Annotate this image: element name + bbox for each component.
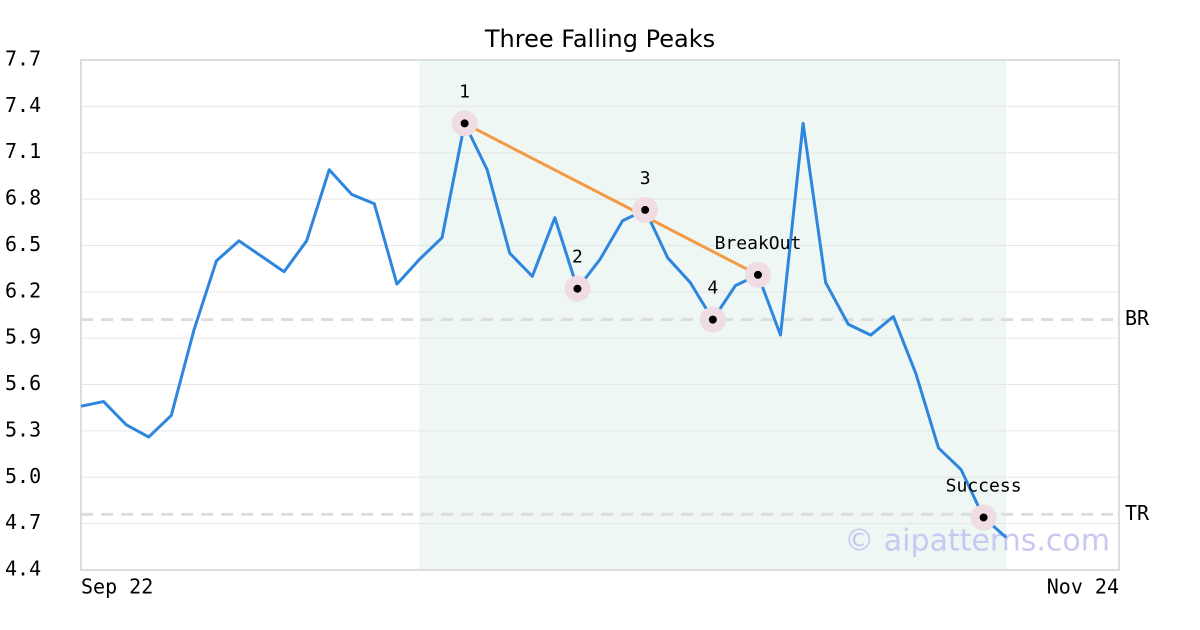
plot-frame — [80, 59, 1120, 571]
annotation-dot — [641, 205, 650, 214]
y-tick-label: 5.9 — [5, 325, 41, 349]
y-tick-label: 6.2 — [5, 278, 41, 302]
annotation-label: 4 — [707, 278, 718, 299]
annotation-dot — [460, 119, 469, 128]
y-tick-label: 7.4 — [5, 93, 41, 117]
y-tick-label: 6.5 — [5, 232, 41, 256]
y-tick-label: 5.6 — [5, 371, 41, 395]
level-label: BR — [1125, 306, 1150, 330]
annotation-dot — [979, 513, 988, 522]
x-tick-label: Sep 22 — [81, 575, 153, 599]
chart-title: Three Falling Peaks — [484, 25, 715, 53]
annotation-label: 3 — [640, 168, 651, 189]
watermark: © aipatterns.com — [844, 524, 1110, 559]
y-tick-label: 6.8 — [5, 186, 41, 210]
annotation-label: 2 — [572, 247, 583, 268]
y-tick-label: 5.3 — [5, 417, 41, 441]
annotation-dot — [753, 270, 762, 279]
annotation-label: BreakOut — [715, 233, 802, 254]
line-series — [80, 121, 1008, 539]
y-tick-label: 7.7 — [5, 47, 41, 71]
y-tick-label: 4.7 — [5, 510, 41, 534]
annotation-label: 1 — [459, 81, 470, 102]
annotation-label: Success — [946, 475, 1022, 496]
y-tick-label: 5.0 — [5, 464, 41, 488]
y-tick-label: 4.4 — [5, 557, 41, 581]
trend-line — [463, 122, 759, 277]
level-label: TR — [1125, 501, 1150, 525]
annotation-dot — [573, 284, 582, 293]
y-tick-label: 7.1 — [5, 139, 41, 163]
annotation-dot — [708, 315, 717, 324]
x-tick-label: Nov 24 — [1047, 575, 1119, 599]
